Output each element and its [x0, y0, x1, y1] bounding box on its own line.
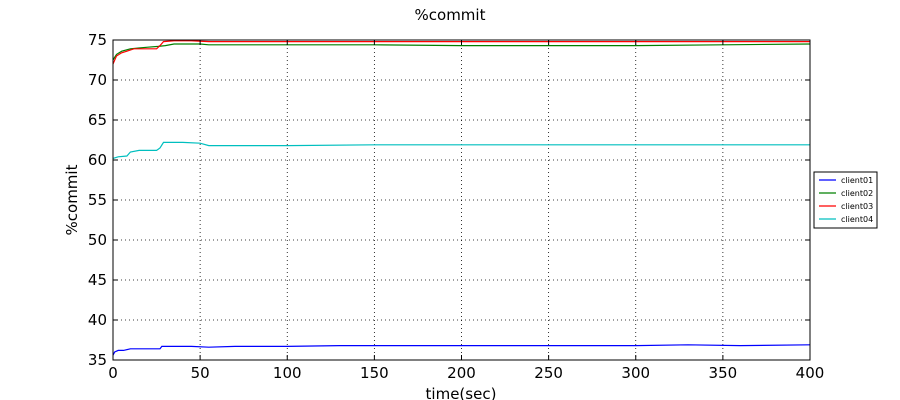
legend-label: client01	[841, 176, 873, 185]
y-tick-label: 35	[88, 351, 107, 369]
x-tick-label: 200	[447, 364, 476, 382]
x-axis: 0 50 100 150 200 250 300 350 400	[108, 40, 824, 382]
x-tick-label: 300	[621, 364, 650, 382]
y-tick-label: 45	[88, 271, 107, 289]
y-tick-label: 50	[88, 231, 107, 249]
x-tick-label: 250	[534, 364, 563, 382]
x-tick-label: 100	[273, 364, 302, 382]
x-tick-label: 150	[360, 364, 389, 382]
legend-label: client03	[841, 202, 873, 211]
x-tick-label: 50	[191, 364, 210, 382]
y-tick-label: 55	[88, 191, 107, 209]
y-tick-label: 65	[88, 111, 107, 129]
x-tick-label: 400	[796, 364, 825, 382]
legend: client01 client02 client03 client04	[813, 171, 878, 229]
chart-title: %commit	[415, 6, 486, 24]
series-line-client02	[112, 43, 811, 61]
y-tick-label: 70	[88, 71, 107, 89]
grid	[113, 40, 810, 360]
y-axis-label: %commit	[63, 164, 81, 235]
y-tick-label: 40	[88, 311, 107, 329]
series-line-client01	[112, 344, 811, 356]
legend-label: client02	[841, 189, 873, 198]
x-axis-label: time(sec)	[426, 385, 497, 400]
x-tick-label: 0	[108, 364, 118, 382]
y-tick-label: 60	[88, 151, 107, 169]
y-axis: 35 40 45 50 55 60 65 70 75	[88, 31, 810, 369]
x-tick-label: 350	[709, 364, 738, 382]
series-line-client04	[112, 141, 810, 159]
legend-label: client04	[841, 215, 873, 224]
y-tick-label: 75	[88, 31, 107, 49]
